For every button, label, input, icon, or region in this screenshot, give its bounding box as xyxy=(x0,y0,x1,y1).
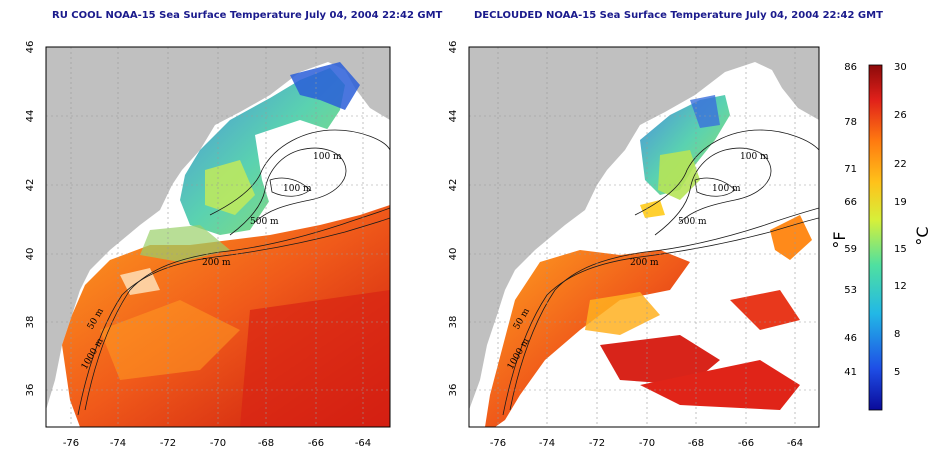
contour-label-right-4: 200 m xyxy=(630,258,659,268)
lon-tick: -68 xyxy=(688,438,704,449)
lon-tick: -74 xyxy=(110,438,126,449)
f-tick: 71 xyxy=(844,164,857,175)
grid-right xyxy=(469,47,819,427)
lat-tick: 36 xyxy=(448,384,459,397)
f-tick: 53 xyxy=(844,285,857,296)
celsius-unit: °C xyxy=(913,226,932,245)
right-map-frame xyxy=(468,46,820,428)
left-map-title: RU COOL NOAA-15 Sea Surface Temperature … xyxy=(52,10,443,21)
right-map-title: DECLOUDED NOAA-15 Sea Surface Temperatur… xyxy=(474,10,883,21)
lat-tick: 42 xyxy=(448,179,459,192)
contour-label-right-3: 500 m xyxy=(678,217,707,227)
lon-tick: -66 xyxy=(738,438,754,449)
contour-label-left-3: 500 m xyxy=(250,217,279,227)
lon-tick: -64 xyxy=(355,438,371,449)
contour-label-right-2: 100 m xyxy=(712,184,741,194)
colorbar-gradient xyxy=(868,64,883,411)
c-tick: 22 xyxy=(894,159,907,170)
c-tick: 30 xyxy=(894,62,907,73)
lat-tick: 40 xyxy=(448,248,459,261)
lat-tick: 46 xyxy=(448,41,459,54)
f-tick: 59 xyxy=(844,244,857,255)
c-tick: 26 xyxy=(894,110,907,121)
contour-label-right-1: 100 m xyxy=(740,152,769,162)
left-map-frame xyxy=(45,46,391,428)
lon-tick: -64 xyxy=(787,438,803,449)
lon-tick: -76 xyxy=(490,438,506,449)
bathymetry-contours-right xyxy=(502,129,819,416)
contour-label-left-4: 200 m xyxy=(202,258,231,268)
fahrenheit-unit: °F xyxy=(830,231,849,248)
bathymetry-contours-left xyxy=(77,129,390,416)
lon-tick: -74 xyxy=(539,438,555,449)
c-tick: 8 xyxy=(894,329,900,340)
lon-tick: -72 xyxy=(160,438,176,449)
f-tick: 78 xyxy=(844,117,857,128)
contour-label-left-2: 100 m xyxy=(283,184,312,194)
lat-tick: 44 xyxy=(448,110,459,123)
lat-tick: 38 xyxy=(448,316,459,329)
lat-tick: 38 xyxy=(25,316,36,329)
f-tick: 86 xyxy=(844,62,857,73)
lon-tick: -66 xyxy=(308,438,324,449)
lon-tick: -70 xyxy=(210,438,226,449)
lon-tick: -68 xyxy=(258,438,274,449)
lon-tick: -70 xyxy=(639,438,655,449)
lat-tick: 42 xyxy=(25,179,36,192)
c-tick: 15 xyxy=(894,244,907,255)
lat-tick: 36 xyxy=(25,384,36,397)
colorbar-celsius-ticks: 30 26 22 19 15 12 8 5 xyxy=(894,62,907,378)
grid-left xyxy=(46,47,390,427)
lon-tick: -76 xyxy=(63,438,79,449)
lat-tick: 40 xyxy=(25,248,36,261)
left-map: 100 m 100 m 500 m 200 m 50 m 1000 m xyxy=(46,47,390,427)
land-right xyxy=(469,47,819,410)
right-lon-axis: -76 -74 -72 -70 -68 -66 -64 xyxy=(490,438,803,449)
f-tick: 46 xyxy=(844,333,857,344)
c-tick: 19 xyxy=(894,197,907,208)
c-tick: 5 xyxy=(894,367,900,378)
left-lon-axis: -76 -74 -72 -70 -68 -66 -64 xyxy=(63,438,371,449)
colorbar-fahrenheit-ticks: 86 78 71 66 59 53 46 41 xyxy=(844,62,857,378)
f-tick: 41 xyxy=(844,367,857,378)
right-lat-axis: 46 44 42 40 38 36 xyxy=(448,41,459,397)
lon-tick: -72 xyxy=(589,438,605,449)
colorbar: 86 78 71 66 59 53 46 41 30 26 22 19 15 1… xyxy=(830,62,932,411)
land-left xyxy=(46,47,390,410)
f-tick: 66 xyxy=(844,197,857,208)
c-tick: 12 xyxy=(894,281,907,292)
left-lat-axis: 46 44 42 40 38 36 xyxy=(25,41,36,397)
contour-label-left-1: 100 m xyxy=(313,152,342,162)
right-map: 100 m 100 m 500 m 200 m 50 m 1000 m xyxy=(469,47,819,427)
lat-tick: 46 xyxy=(25,41,36,54)
lat-tick: 44 xyxy=(25,110,36,123)
